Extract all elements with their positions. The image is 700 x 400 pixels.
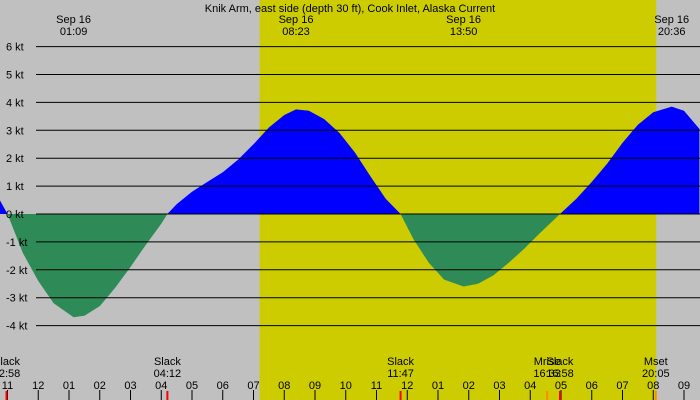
event-time-label: 20:05	[642, 368, 670, 380]
x-tick-label: 03	[124, 380, 136, 392]
event-time-label: 16:33	[533, 368, 561, 380]
x-tick-label: 06	[217, 380, 229, 392]
x-tick-label: 11	[371, 380, 382, 392]
event-name-label: Slack	[387, 356, 414, 368]
event-name-label: Slack	[154, 356, 181, 368]
x-tick-label: 11	[2, 380, 13, 392]
x-tick-label: 05	[186, 380, 198, 392]
x-tick-label: 02	[94, 380, 106, 392]
y-tick-label: -2 kt	[6, 265, 27, 277]
x-tick-label: 01	[63, 380, 75, 392]
event-name-label: Mset	[644, 356, 668, 368]
y-tick-label: 5 kt	[6, 70, 24, 82]
grid-layer	[5, 46, 700, 400]
x-tick-label: 05	[555, 380, 567, 392]
top-time-label: 01:09	[60, 26, 88, 38]
event-time-label: 22:58	[0, 368, 20, 380]
top-date-label: Sep 16	[279, 14, 314, 26]
event-name-label: Mrise	[534, 356, 561, 368]
x-tick-label: 12	[32, 380, 44, 392]
y-tick-label: -4 kt	[6, 321, 27, 333]
event-time-label: 04:12	[154, 368, 182, 380]
x-tick-label: 06	[586, 380, 598, 392]
x-tick-label: 09	[309, 380, 321, 392]
flood-area	[0, 106, 700, 214]
event-name-label: Slack	[547, 356, 574, 368]
y-tick-label: 2 kt	[6, 153, 24, 165]
y-tick-label: 4 kt	[6, 97, 24, 109]
top-time-label: 13:50	[450, 26, 478, 38]
top-date-label: Sep 16	[654, 14, 689, 26]
event-time-label: 16:58	[546, 368, 574, 380]
x-tick-label: 07	[616, 380, 628, 392]
current-area-layer	[0, 106, 700, 318]
x-tick-label: 01	[432, 380, 444, 392]
y-tick-label: 0 kt	[6, 209, 24, 221]
top-time-label: 20:36	[658, 26, 686, 38]
x-tick-label: 02	[463, 380, 475, 392]
x-tick-label: 09	[678, 380, 690, 392]
event-time-label: 11:47	[387, 368, 414, 380]
x-tick-label: 03	[493, 380, 505, 392]
x-tick-label: 07	[247, 380, 259, 392]
y-tick-label: 3 kt	[6, 125, 24, 137]
top-date-label: Sep 16	[446, 14, 481, 26]
top-time-label: 08:23	[282, 26, 310, 38]
x-tick-label: 04	[155, 380, 167, 392]
top-date-label: Sep 16	[56, 14, 91, 26]
x-tick-label: 04	[524, 380, 536, 392]
event-name-label: Slack	[0, 356, 20, 368]
y-tick-label: -1 kt	[6, 237, 27, 249]
y-tick-label: 1 kt	[6, 181, 24, 193]
y-tick-label: -3 kt	[6, 293, 27, 305]
label-layer: Knik Arm, east side (depth 30 ft), Cook …	[0, 3, 690, 392]
x-tick-label: 12	[401, 380, 413, 392]
x-tick-label: 08	[278, 380, 290, 392]
chart-title: Knik Arm, east side (depth 30 ft), Cook …	[205, 3, 495, 15]
x-tick-label: 08	[647, 380, 659, 392]
x-tick-label: 10	[340, 380, 352, 392]
ebb-area	[0, 214, 700, 318]
y-tick-label: 6 kt	[6, 42, 24, 54]
